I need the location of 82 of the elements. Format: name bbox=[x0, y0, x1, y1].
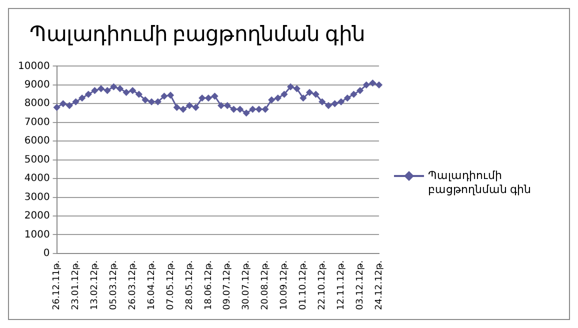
y-tick-label: 10000 bbox=[18, 60, 50, 72]
point bbox=[129, 87, 136, 94]
y-tick-label: 3000 bbox=[24, 192, 50, 203]
point bbox=[186, 102, 193, 109]
point bbox=[376, 82, 382, 88]
point bbox=[218, 102, 224, 109]
x-tick-label: 18.06.12թ. bbox=[204, 260, 214, 310]
x-tick-label: 30.07.12թ. bbox=[242, 260, 252, 310]
point bbox=[154, 98, 162, 106]
x-tick-label: 23.01.12թ. bbox=[71, 260, 82, 310]
x-tick-label: 20.08.12թ. bbox=[260, 260, 271, 310]
y-tick-label: 7000 bbox=[24, 116, 50, 128]
point bbox=[274, 94, 282, 102]
point bbox=[230, 106, 237, 113]
y-tick-label: 9000 bbox=[24, 80, 50, 91]
x-tick-label: 22.10.12թ. bbox=[317, 260, 328, 310]
point bbox=[66, 102, 73, 109]
chart-title: Պալադիումի բացթողնման գին bbox=[29, 22, 365, 46]
point bbox=[369, 80, 376, 86]
y-tick-label: 8000 bbox=[24, 98, 50, 110]
point bbox=[294, 85, 300, 92]
point bbox=[287, 84, 294, 90]
point bbox=[356, 87, 364, 94]
point bbox=[306, 89, 313, 96]
x-tick-label: 05.03.12թ. bbox=[109, 260, 120, 310]
point bbox=[312, 91, 320, 98]
x-tick-label: 01.10.12թ. bbox=[298, 260, 309, 310]
point bbox=[148, 98, 155, 106]
point bbox=[116, 85, 124, 92]
point bbox=[104, 87, 111, 94]
point bbox=[78, 94, 86, 102]
point bbox=[91, 87, 98, 94]
point bbox=[268, 96, 275, 104]
point bbox=[98, 85, 104, 92]
point bbox=[160, 92, 168, 100]
legend-label: Պալադիումի բացթողնման գին bbox=[428, 169, 532, 197]
x-tick-label: 28.05.12թ. bbox=[184, 260, 195, 310]
x-tick-label: 24.12.12թ. bbox=[374, 260, 384, 310]
point bbox=[318, 98, 326, 106]
point bbox=[211, 92, 218, 100]
y-tick-label: 0 bbox=[43, 248, 50, 260]
point bbox=[236, 106, 244, 113]
point bbox=[60, 100, 66, 107]
point bbox=[256, 106, 262, 113]
point bbox=[192, 104, 200, 111]
point bbox=[180, 106, 186, 113]
x-tick-label: 26.03.12թ. bbox=[128, 260, 138, 310]
x-tick-label: 10.09.12թ. bbox=[280, 260, 290, 310]
point bbox=[224, 102, 231, 109]
x-tick-label: 07.05.12թ. bbox=[166, 260, 176, 310]
y-tick-label: 5000 bbox=[24, 154, 50, 166]
point bbox=[300, 94, 306, 102]
point bbox=[363, 82, 370, 88]
y-tick-label: 4000 bbox=[24, 173, 50, 184]
point bbox=[338, 98, 344, 106]
point bbox=[262, 106, 269, 113]
point bbox=[325, 102, 332, 109]
point bbox=[174, 104, 180, 111]
point bbox=[249, 106, 256, 113]
point bbox=[280, 91, 288, 98]
point bbox=[110, 84, 117, 90]
point bbox=[350, 91, 357, 98]
point bbox=[72, 98, 80, 106]
point bbox=[167, 92, 174, 98]
point bbox=[205, 94, 212, 102]
x-tick-label: 12.11.12թ. bbox=[336, 260, 346, 310]
x-tick-label: 26.12.11թ. bbox=[52, 260, 62, 310]
point bbox=[85, 91, 92, 98]
x-tick-label: 16.04.12թ. bbox=[146, 260, 157, 310]
point bbox=[123, 89, 130, 96]
point bbox=[243, 110, 250, 116]
point bbox=[136, 91, 142, 98]
point bbox=[142, 96, 149, 104]
point bbox=[344, 94, 351, 102]
x-tick-label: 09.07.12թ. bbox=[222, 260, 233, 310]
x-tick-label: 13.02.12թ. bbox=[90, 260, 100, 310]
point bbox=[198, 94, 206, 102]
x-tick-label: 03.12.12թ. bbox=[355, 260, 366, 310]
point bbox=[332, 100, 338, 107]
y-tick-label: 6000 bbox=[24, 136, 50, 147]
y-tick-label: 2000 bbox=[24, 210, 50, 222]
y-tick-label: 1000 bbox=[24, 229, 50, 240]
